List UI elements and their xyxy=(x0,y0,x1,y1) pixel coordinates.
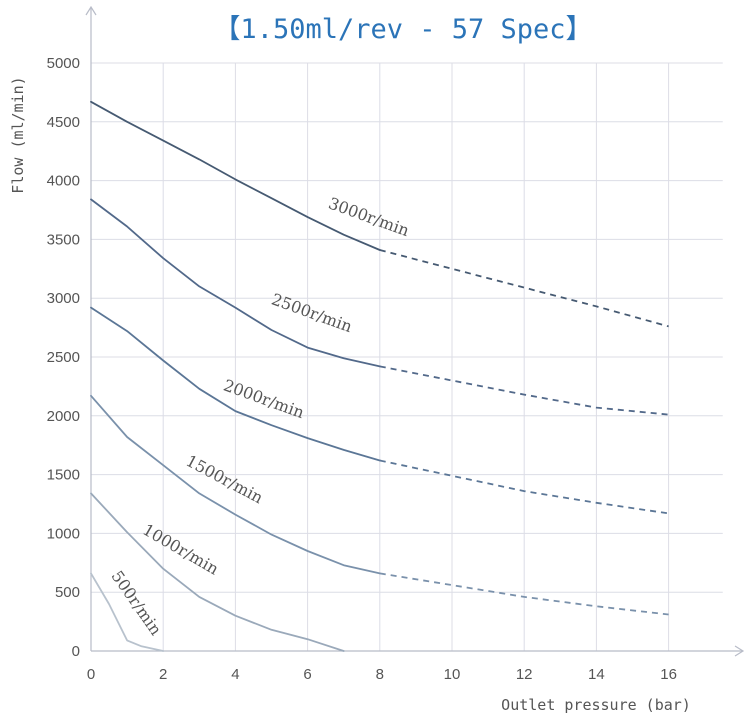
y-tick-label: 2000 xyxy=(47,408,80,425)
tick-labels: 0 500 1000 1500 2000 2500 3000 3500 4000 4500 5000… xyxy=(47,55,677,683)
x-tick-label: 14 xyxy=(588,666,605,683)
x-axis-label: Outlet pressure (bar) xyxy=(501,696,691,714)
x-axis-arrow xyxy=(734,645,745,657)
y-tick-label: 4500 xyxy=(47,114,80,131)
curve-500r-min-solid xyxy=(90,572,165,652)
curve-1500r-min-dashed xyxy=(379,572,669,616)
curve-3000r-min-dashed xyxy=(379,249,669,328)
y-tick-label: 0 xyxy=(72,643,80,660)
x-tick-label: 12 xyxy=(516,666,533,683)
curve-2500r-min-solid xyxy=(90,198,381,368)
y-tick-label: 4000 xyxy=(47,173,80,190)
curve-2500r-min-dashed xyxy=(379,365,669,416)
curve-label-500r-min: 500r/min xyxy=(107,567,165,639)
chart-title: 【1.50ml/rev - 57 Spec】 xyxy=(213,14,592,45)
x-tick-label: 2 xyxy=(159,666,167,683)
y-tick-label: 500 xyxy=(55,584,80,601)
y-axis-label: Flow (ml/min) xyxy=(9,76,27,193)
y-tick-label: 2500 xyxy=(47,349,80,366)
gridlines xyxy=(91,62,723,651)
y-tick-label: 3000 xyxy=(47,290,80,307)
curve-1500r-min-solid xyxy=(90,394,381,575)
x-tick-label: 8 xyxy=(376,666,384,683)
curve-3000r-min-solid xyxy=(90,100,381,251)
y-tick-label: 1500 xyxy=(47,467,80,484)
y-tick-label: 1000 xyxy=(47,525,80,542)
x-tick-label: 10 xyxy=(444,666,461,683)
x-tick-label: 16 xyxy=(660,666,677,683)
curve-1000r-min-solid xyxy=(90,492,345,652)
y-tick-label: 5000 xyxy=(47,55,80,72)
curve-2000r-min-solid xyxy=(90,306,381,462)
axes xyxy=(85,5,745,657)
curves xyxy=(90,100,669,652)
x-tick-label: 4 xyxy=(231,666,239,683)
y-tick-label: 3500 xyxy=(47,231,80,248)
curve-2000r-min-dashed xyxy=(379,459,669,515)
x-tick-label: 0 xyxy=(87,666,95,683)
curve-label-1500r-min: 1500r/min xyxy=(183,451,266,507)
x-tick-label: 6 xyxy=(303,666,311,683)
curve-label-1000r-min: 1000r/min xyxy=(139,520,222,579)
curve-label-2000r-min: 2000r/min xyxy=(221,375,307,422)
curve-label-2500r-min: 2500r/min xyxy=(269,289,355,336)
y-axis-arrow xyxy=(85,5,97,16)
